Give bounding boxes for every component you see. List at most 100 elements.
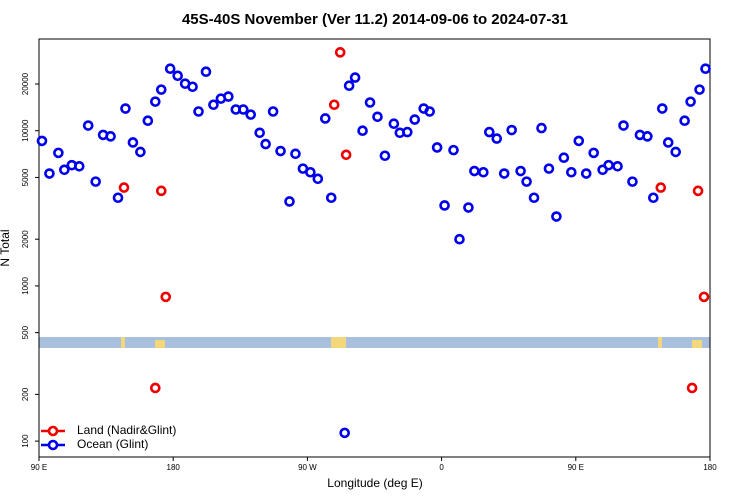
data-point <box>551 211 562 222</box>
land-patch <box>121 337 125 348</box>
data-point <box>305 166 316 178</box>
data-point <box>484 126 495 138</box>
x-tick-label: 90 E <box>568 463 584 472</box>
data-point <box>200 66 212 78</box>
data-point <box>402 126 413 138</box>
data-point <box>254 127 265 139</box>
data-point <box>498 168 510 179</box>
data-point <box>528 192 540 204</box>
data-point <box>150 382 161 394</box>
data-point <box>312 173 324 185</box>
data-point <box>491 133 503 144</box>
data-point <box>193 106 204 117</box>
data-point <box>478 166 489 178</box>
land-patch <box>155 340 165 348</box>
x-tick-label: 90 W <box>298 463 317 472</box>
data-point <box>284 196 295 207</box>
data-point <box>340 149 352 161</box>
data-point <box>558 152 570 164</box>
y-tick-label: 1000 <box>21 276 30 294</box>
data-point <box>339 427 350 439</box>
y-axis-label: N Total <box>0 229 12 266</box>
data-point <box>127 137 139 148</box>
land-patch <box>658 337 662 348</box>
data-point <box>388 118 400 129</box>
data-point <box>357 125 368 137</box>
legend-marker <box>47 425 59 437</box>
x-tick-label: 90 E <box>31 463 47 472</box>
data-point <box>686 382 698 394</box>
data-point <box>627 176 638 187</box>
data-point <box>670 146 682 158</box>
y-tick-label: 5000 <box>21 168 30 186</box>
data-point <box>573 135 585 147</box>
data-point <box>73 160 85 172</box>
x-tick-label: 180 <box>703 463 717 472</box>
data-point <box>135 146 146 158</box>
data-point <box>536 122 547 134</box>
data-point <box>120 103 131 114</box>
data-point <box>150 96 161 107</box>
plot-frame <box>38 38 711 458</box>
data-point <box>343 80 355 92</box>
data-point <box>662 137 674 148</box>
data-point <box>237 104 249 115</box>
data-point <box>612 160 623 172</box>
data-point <box>53 147 64 159</box>
data-point <box>364 97 376 108</box>
y-tick-label: 10000 <box>21 119 30 142</box>
y-tick-label: 100 <box>21 434 30 448</box>
x-tick-label: 180 <box>167 463 181 472</box>
data-point <box>566 166 577 178</box>
data-point <box>328 99 340 111</box>
data-point <box>290 148 301 160</box>
data-point <box>142 115 154 127</box>
data-point <box>439 200 450 211</box>
data-point <box>694 84 705 95</box>
data-point <box>118 182 130 193</box>
data-point <box>424 106 435 117</box>
land-patch <box>692 340 702 348</box>
data-point <box>463 202 474 213</box>
legend-label: Ocean (Glint) <box>77 437 148 451</box>
data-point <box>656 103 668 114</box>
data-point <box>325 192 337 204</box>
data-point <box>603 159 614 171</box>
land-ocean-strip <box>39 337 710 348</box>
data-point <box>275 145 286 157</box>
data-point <box>648 192 659 204</box>
data-point <box>588 147 599 159</box>
legend-label: Land (Nadir&Glint) <box>77 423 176 437</box>
data-point <box>90 176 101 187</box>
data-point <box>36 135 48 147</box>
data-point <box>618 120 629 131</box>
data-point <box>679 115 690 127</box>
legend-marker <box>47 439 59 451</box>
data-point <box>44 168 55 179</box>
data-point <box>448 144 459 156</box>
ocean-band <box>39 337 710 348</box>
y-tick-label: 200 <box>21 387 30 401</box>
y-tick-label: 2000 <box>21 230 30 248</box>
data-point <box>543 163 555 174</box>
data-point <box>372 111 383 123</box>
data-point <box>223 91 234 102</box>
data-point <box>506 124 517 136</box>
data-point <box>334 47 346 58</box>
data-point <box>112 192 124 204</box>
data-point <box>187 81 198 93</box>
data-point <box>82 120 94 131</box>
data-point <box>164 63 176 75</box>
y-tick-label: 500 <box>21 325 30 339</box>
data-point <box>260 138 271 150</box>
data-point <box>642 131 653 142</box>
data-point <box>267 106 279 117</box>
data-point <box>580 168 592 179</box>
data-point <box>245 109 257 120</box>
data-point <box>454 233 465 245</box>
data-point <box>349 72 361 83</box>
land-patch <box>331 337 346 348</box>
data-point <box>515 165 526 177</box>
data-point <box>105 131 116 142</box>
